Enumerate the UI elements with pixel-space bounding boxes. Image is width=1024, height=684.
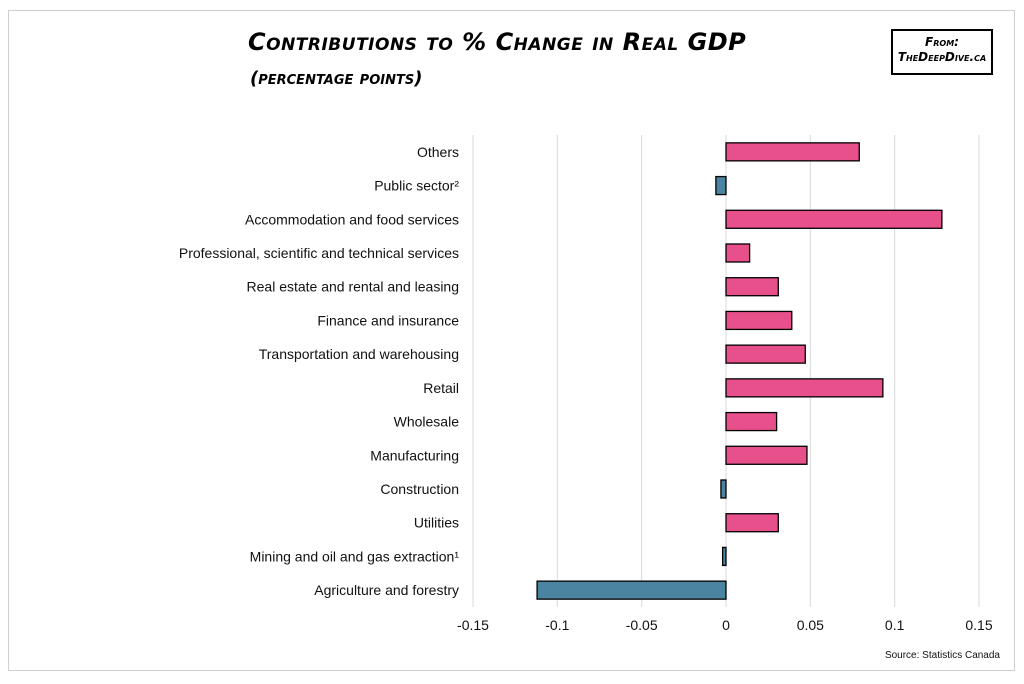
bar: [725, 209, 943, 229]
category-label: Others: [417, 144, 459, 160]
bar: [725, 411, 778, 432]
x-tick-label: 0: [722, 617, 730, 633]
source-badge: From: TheDeepDive.ca: [891, 29, 993, 75]
category-label: Mining and oil and gas extraction¹: [250, 548, 460, 564]
category-label: Agriculture and forestry: [314, 582, 459, 598]
bar: [725, 142, 860, 162]
chart-frame: [8, 10, 1015, 671]
bar: [725, 243, 751, 263]
x-tick-label: 0.1: [885, 617, 905, 633]
x-tick-label: 0.15: [965, 617, 992, 633]
bar: [725, 344, 806, 364]
bar: [721, 546, 727, 567]
category-label: Construction: [380, 481, 459, 497]
badge-from: From:: [925, 35, 959, 49]
bar: [725, 277, 779, 297]
badge-site: TheDeepDive.ca: [897, 50, 987, 64]
category-labels: Others Public sector² Accommodation and fo…: [179, 144, 459, 598]
bar: [725, 310, 793, 331]
category-label: Professional, scientific and technical s…: [179, 245, 459, 261]
category-label: Real estate and rental and leasing: [247, 279, 459, 295]
gridlines: [472, 135, 980, 607]
bar: [725, 513, 779, 533]
x-tick-label: -0.1: [545, 617, 569, 633]
category-label: Retail: [423, 380, 459, 396]
x-tick-label: -0.15: [457, 617, 489, 633]
category-label: Utilities: [414, 515, 459, 531]
category-label: Transportation and warehousing: [259, 346, 459, 362]
x-tick-labels: -0.15 -0.1 -0.05 0 0.05 0.1 0.15: [457, 617, 993, 633]
x-tick-label: 0.05: [797, 617, 824, 633]
category-label: Finance and insurance: [317, 312, 459, 328]
category-label: Wholesale: [394, 414, 460, 430]
bar: [536, 580, 727, 600]
chart-title: Contributions to % Change in Real GDP: [248, 28, 747, 56]
category-label: Public sector²: [374, 178, 459, 194]
x-tick-label: -0.05: [626, 617, 658, 633]
chart-subtitle: (percentage points): [250, 68, 423, 89]
category-label: Accommodation and food services: [245, 211, 459, 227]
source-note: Source: Statistics Canada: [884, 650, 1000, 661]
bars: [536, 142, 943, 600]
bar: [725, 378, 884, 398]
bar: [725, 445, 808, 465]
category-label: Manufacturing: [370, 447, 459, 463]
bar: [720, 479, 727, 499]
bar: [715, 175, 727, 196]
